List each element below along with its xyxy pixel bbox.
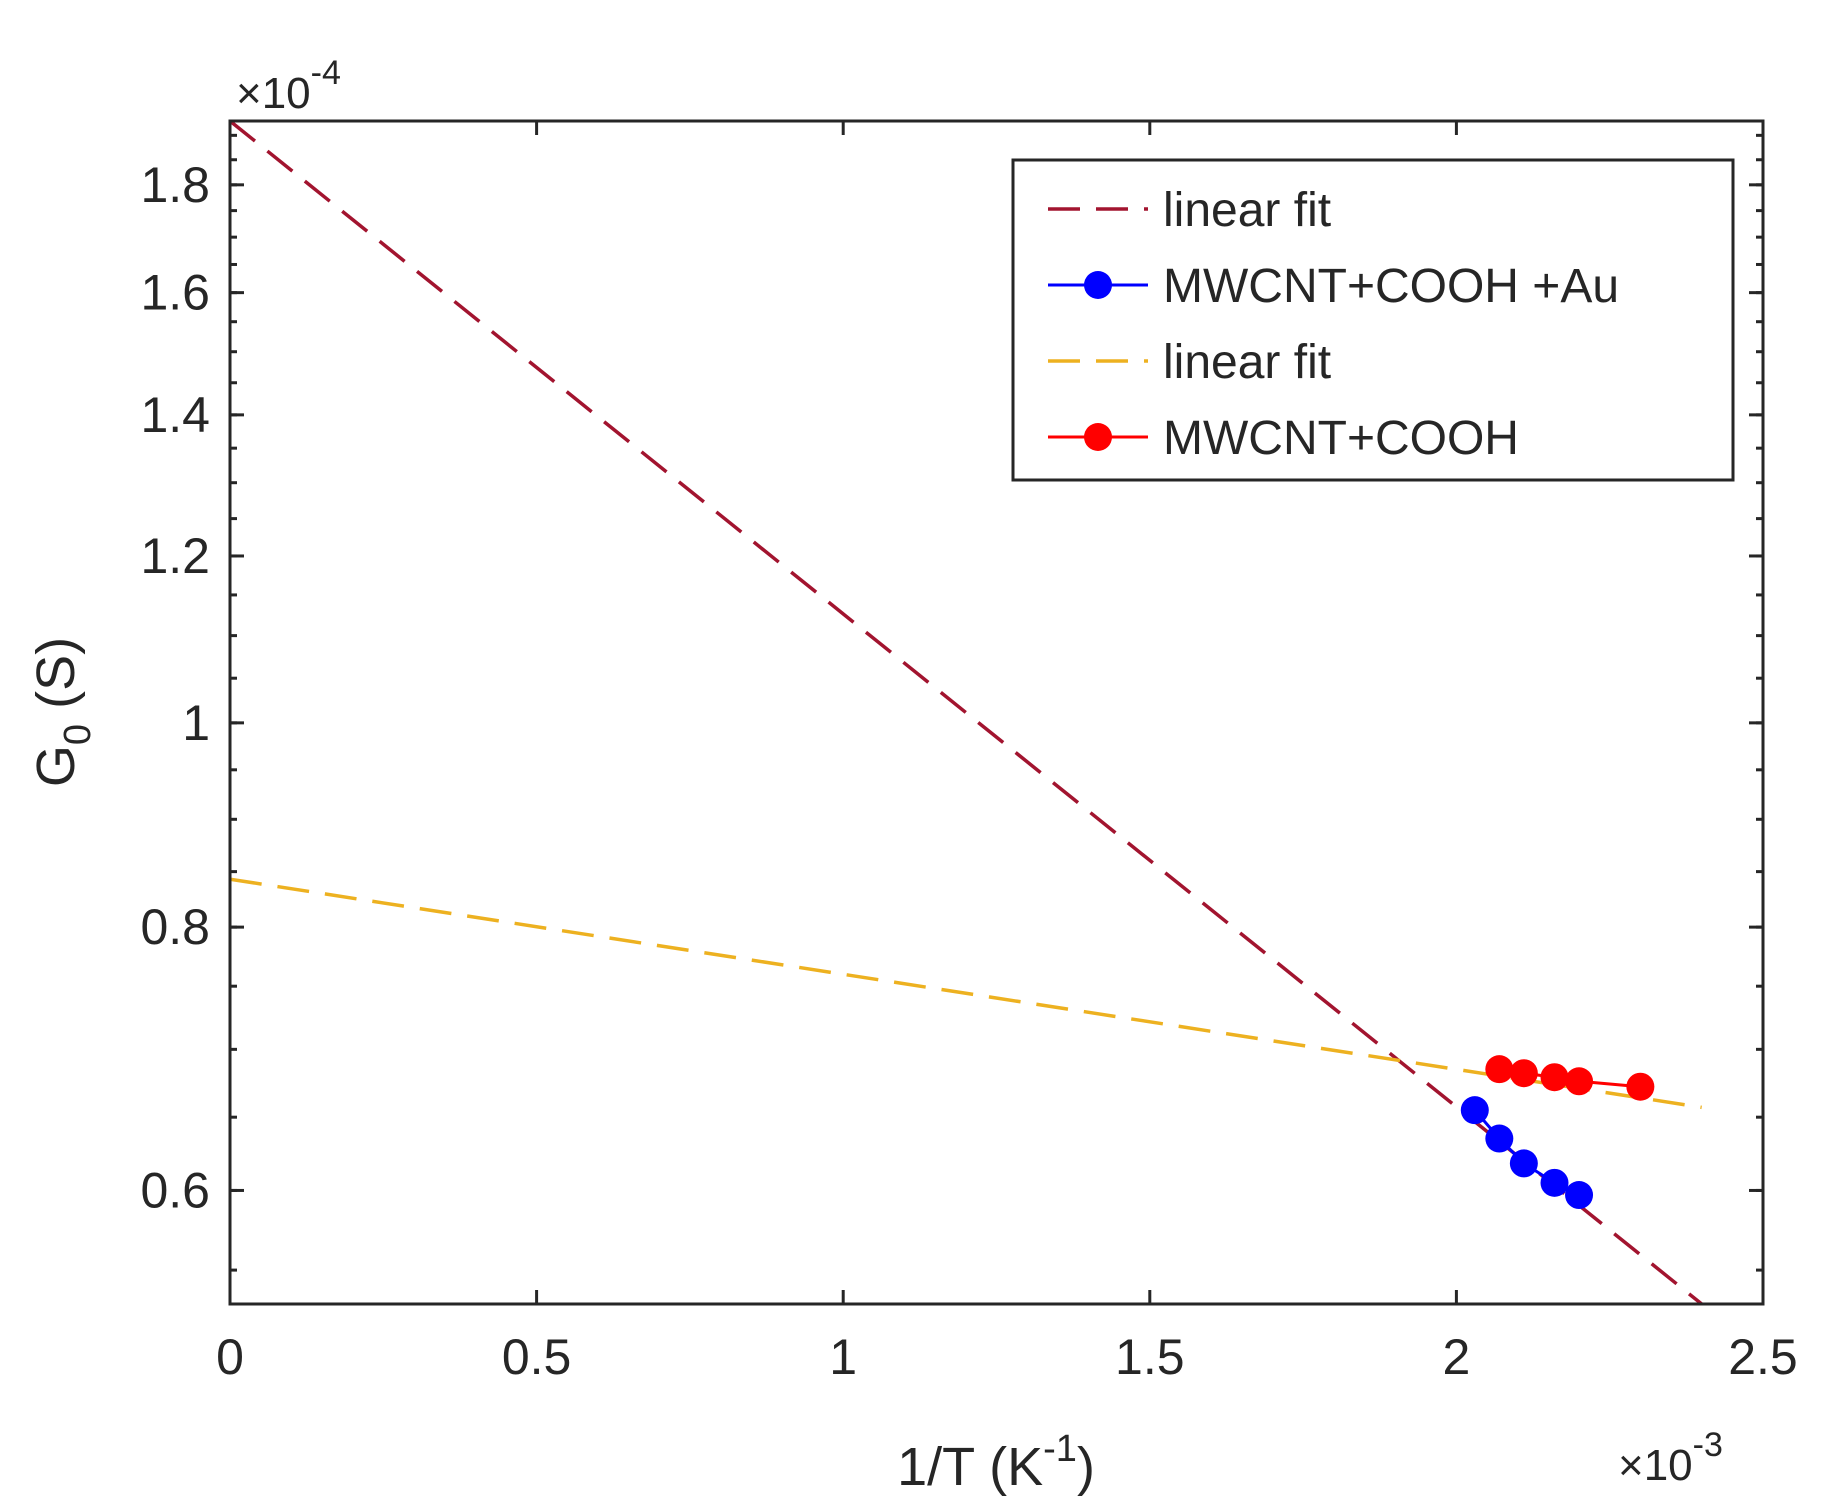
data-point <box>1565 1181 1594 1210</box>
y-tick-label: 0.6 <box>140 1162 210 1218</box>
y-axis-label-subscript: 0 <box>57 724 99 745</box>
x-axis-label-tail: ) <box>1077 1437 1095 1497</box>
x-tick-label: 0.5 <box>502 1329 572 1385</box>
legend-label: linear fit <box>1163 184 1331 237</box>
x-tick-label: 1.5 <box>1115 1329 1185 1385</box>
data-point <box>1509 1149 1538 1178</box>
y-axis-label: G0 (S) <box>26 637 99 787</box>
x-multiplier: ×10-3 <box>1618 1426 1723 1490</box>
x-tick-label: 0 <box>216 1329 244 1385</box>
data-point <box>1485 1124 1514 1153</box>
x-axis-label: 1/T (K-1) <box>897 1428 1095 1497</box>
legend-label: MWCNT+COOH +Au <box>1163 260 1619 313</box>
legend-marker <box>1084 423 1112 451</box>
y-tick-label: 1 <box>182 695 210 751</box>
y-axis-label-tail: (S) <box>26 637 86 724</box>
legend-label: linear fit <box>1163 336 1331 389</box>
data-point <box>1540 1168 1569 1197</box>
series-layer <box>230 121 1703 1304</box>
axes-layer <box>228 119 1765 1306</box>
plot-frame <box>228 119 1765 1306</box>
y-tick-label: 1.6 <box>140 265 210 321</box>
legend-marker <box>1084 271 1112 299</box>
y-tick-label: 1.8 <box>140 157 210 213</box>
data-point <box>1626 1072 1655 1101</box>
x-multiplier-exponent: -3 <box>1693 1426 1723 1464</box>
x-tick-label: 2.5 <box>1728 1329 1798 1385</box>
x-tick-label: 2 <box>1442 1329 1470 1385</box>
y-tick-label: 1.2 <box>140 528 210 584</box>
data-point <box>1540 1063 1569 1092</box>
y-multiplier-exponent: -4 <box>311 54 341 92</box>
y-tick-label: 1.4 <box>140 387 210 443</box>
y-multiplier: ×10-4 <box>236 54 341 118</box>
fit-line-0 <box>230 121 1703 1304</box>
x-axis-label-exponent: -1 <box>1043 1428 1077 1470</box>
legend-box <box>1011 158 1735 482</box>
data-point <box>1565 1067 1594 1096</box>
legend-label: MWCNT+COOH <box>1163 412 1519 465</box>
data-point <box>1485 1055 1514 1084</box>
data-point <box>1460 1096 1489 1125</box>
y-tick-label: 0.8 <box>140 899 210 955</box>
fit-line-2 <box>230 877 1702 1110</box>
legend: linear fit MWCNT+COOH +Au linear fit MWCNT+… <box>1011 158 1735 482</box>
x-tick-label: 1 <box>829 1329 857 1385</box>
ticks-layer: 0 0.5 1 1.5 2 2.5 0.6 0.8 1 1.2 1.4 1.6 1.8 <box>140 121 1798 1385</box>
data-point <box>1509 1059 1538 1088</box>
